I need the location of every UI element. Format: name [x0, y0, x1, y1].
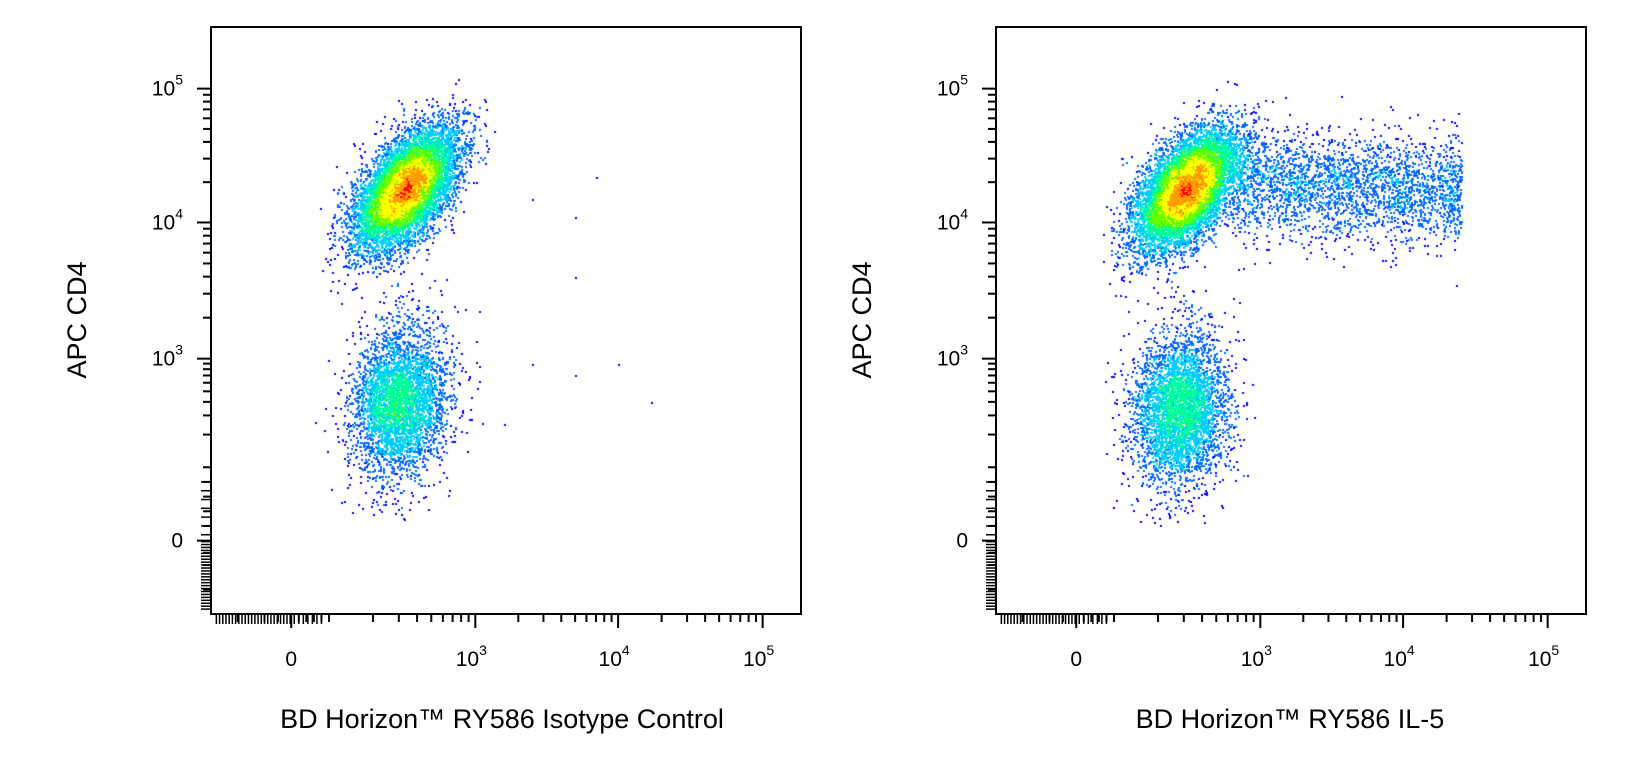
y-tick-label: 104: [152, 205, 183, 234]
y-tick-label: 103: [152, 342, 183, 371]
density-scatter-il5: [996, 27, 1586, 614]
x-tick-label: 0: [1070, 648, 1082, 671]
plot-frame: [210, 26, 802, 615]
x-tick-label: 0: [285, 648, 297, 671]
x-tick-label: 105: [743, 642, 774, 671]
x-axis-ticks: [215, 614, 764, 628]
y-tick-label: 103: [937, 342, 968, 371]
x-tick-labels: 0 103 104 105: [285, 642, 774, 671]
x-axis-ticks: [1000, 614, 1549, 628]
y-tick-label: 0: [171, 530, 183, 553]
density-scatter-isotype: [211, 27, 801, 614]
x-tick-labels: 0 103 104 105: [1070, 642, 1559, 671]
y-tick-label: 0: [956, 530, 968, 553]
panel-isotype-control: 0 103 104 105 0 103 104 105 APC CD4 BD Horizon…: [62, 26, 802, 734]
x-tick-label: 105: [1528, 642, 1559, 671]
y-axis-ticks: [982, 87, 996, 610]
x-tick-label: 103: [456, 642, 487, 671]
y-tick-label: 105: [937, 72, 968, 101]
x-tick-label: 103: [1241, 642, 1272, 671]
x-tick-label: 104: [599, 642, 630, 671]
y-axis-title: APC CD4: [847, 261, 877, 378]
y-tick-label: 104: [937, 205, 968, 234]
plot-frame: [995, 26, 1587, 615]
y-axis-title: APC CD4: [62, 261, 92, 378]
y-tick-labels: 0 103 104 105: [937, 72, 968, 553]
x-tick-label: 104: [1384, 642, 1415, 671]
y-tick-label: 105: [152, 72, 183, 101]
panel-il5: 0 103 104 105 0 103 104 105 APC CD4 BD Horizon…: [847, 26, 1587, 734]
x-axis-title: BD Horizon™ RY586 Isotype Control: [280, 704, 724, 734]
y-tick-labels: 0 103 104 105: [152, 72, 183, 553]
x-axis-title: BD Horizon™ RY586 IL-5: [1136, 704, 1445, 734]
y-axis-ticks: [197, 87, 211, 610]
